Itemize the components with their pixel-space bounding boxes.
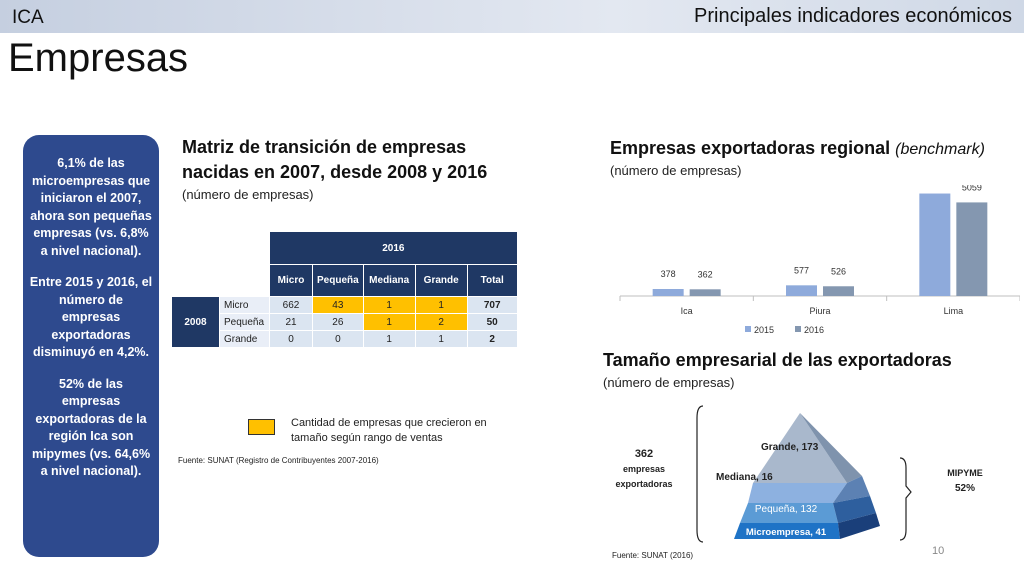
matrix-subtitle: (número de empresas) (182, 187, 314, 202)
pyramid-side-pequena (833, 496, 876, 523)
bar (956, 202, 988, 296)
matrix-cell-total: 707 (466, 296, 518, 314)
legend-label: 2015 (754, 325, 774, 335)
matrix-title: Matriz de transición de empresas nacidas… (182, 137, 488, 182)
sidebar-summary: 6,1% de las microempresas que iniciaron … (23, 135, 159, 557)
pyramid-level-micro (734, 523, 840, 539)
pyramid-side-micro (838, 513, 880, 539)
matrix-cell: 1 (414, 330, 468, 348)
exporters-title: Empresas exportadoras regional (benchmar… (610, 136, 985, 162)
matrix-cell-highlight: 2 (414, 313, 468, 331)
pyramid-level-pequena (740, 503, 838, 523)
matrix-cell: 26 (312, 313, 364, 331)
bar-data-label: 378 (661, 269, 676, 279)
sidebar-paragraph-3: 52% de las empresas exportadoras de la r… (31, 376, 151, 479)
bar (652, 289, 684, 296)
highlight-legend-swatch (248, 419, 275, 435)
pyramid-total: 362 empresas exportadoras (604, 447, 684, 492)
page-title: Empresas (8, 36, 189, 80)
matrix-cell: 0 (269, 330, 313, 348)
matrix-cell-highlight: 1 (362, 313, 416, 331)
matrix-col-header: Micro (269, 264, 313, 297)
pyramid-level-mediana (748, 483, 847, 503)
x-tick-label: Lima (944, 306, 964, 316)
pyramid-total-label-1: empresas (622, 464, 666, 474)
bar-data-label: 362 (698, 269, 713, 279)
pyramid-side-mediana (833, 476, 870, 503)
region-label: ICA (12, 7, 44, 28)
matrix-col-header: Mediana (362, 264, 416, 297)
matrix-cell: 21 (269, 313, 313, 331)
matrix-cell: 662 (269, 296, 313, 314)
bar (823, 286, 854, 296)
matrix-row-label: Pequeña (219, 313, 270, 331)
transition-matrix: 2016 Micro Pequeña Mediana Grande Total … (171, 231, 518, 348)
x-tick-label: Piura (809, 306, 830, 316)
matrix-cell-highlight: 43 (312, 296, 364, 314)
page-number: 10 (932, 545, 945, 557)
legend-label: 2016 (804, 325, 824, 335)
legend-swatch (795, 326, 801, 332)
matrix-col-header: Grande (414, 264, 468, 297)
matrix-cell: 1 (362, 330, 416, 348)
pyramid-source: Fuente: SUNAT (2016) (612, 551, 694, 560)
matrix-cell-total: 2 (466, 330, 518, 348)
exporters-subtitle: (número de empresas) (610, 163, 742, 178)
pyramid-label-grande: Grande, 173 (761, 442, 819, 453)
matrix-cell-highlight: 1 (362, 296, 416, 314)
left-brace (696, 405, 704, 543)
header-title: Principales indicadores económicos (694, 5, 1012, 27)
exporters-title-italic: (benchmark) (895, 141, 985, 158)
pyramid-mipyme: MIPYME 52% (935, 465, 995, 497)
bar (786, 285, 817, 296)
matrix-cell-highlight: 1 (414, 296, 468, 314)
right-brace (899, 457, 912, 541)
matrix-cell: 0 (312, 330, 364, 348)
sidebar-paragraph-1: 6,1% de las microempresas que iniciaron … (30, 156, 152, 258)
exporters-title-main: Empresas exportadoras regional (610, 138, 891, 158)
bar-data-label: 526 (831, 266, 846, 276)
bar (919, 193, 951, 296)
bar (689, 289, 721, 296)
x-tick-label: Ica (681, 306, 693, 316)
pyramid-label-mediana: Mediana, 16 (716, 472, 773, 483)
highlight-legend-text: Cantidad de empresas que crecieron en ta… (291, 417, 487, 444)
matrix-col-header: Pequeña (312, 264, 364, 297)
pyramid-title: Tamaño empresarial de las exportadoras (603, 350, 952, 370)
pyramid-total-label-2: exportadoras (615, 479, 673, 489)
pyramid-side-grande (800, 413, 862, 483)
matrix-source: Fuente: SUNAT (Registro de Contribuyente… (178, 456, 379, 465)
matrix-col-group: 2016 (269, 231, 518, 265)
header-bar (0, 0, 1024, 33)
exporters-bar-chart: 378362Ica577526Piura55395059Lima20152016 (619, 185, 1020, 335)
pyramid-subtitle: (número de empresas) (603, 375, 735, 390)
matrix-cell-total: 50 (466, 313, 518, 331)
mipyme-label: MIPYME (947, 468, 983, 478)
pyramid-total-value: 362 (634, 448, 654, 460)
sidebar-paragraph-2: Entre 2015 y 2016, el número de empresas… (29, 275, 153, 359)
pyramid-level-grande (753, 413, 847, 483)
matrix-row-group: 2008 (171, 296, 220, 348)
bar-data-label: 577 (794, 265, 809, 275)
matrix-col-header: Total (466, 264, 518, 297)
pyramid-label-micro: Microempresa, 41 (746, 527, 827, 538)
pyramid-label-pequena: Pequeña, 132 (755, 504, 818, 515)
legend-swatch (745, 326, 751, 332)
matrix-row-label: Grande (219, 330, 270, 348)
matrix-row-label: Micro (219, 296, 270, 314)
mipyme-pct: 52% (954, 483, 975, 494)
bar-data-label: 5059 (962, 185, 982, 192)
pyramid-graphic: Grande, 173 Mediana, 16 Pequeña, 132 Mic… (696, 405, 912, 543)
